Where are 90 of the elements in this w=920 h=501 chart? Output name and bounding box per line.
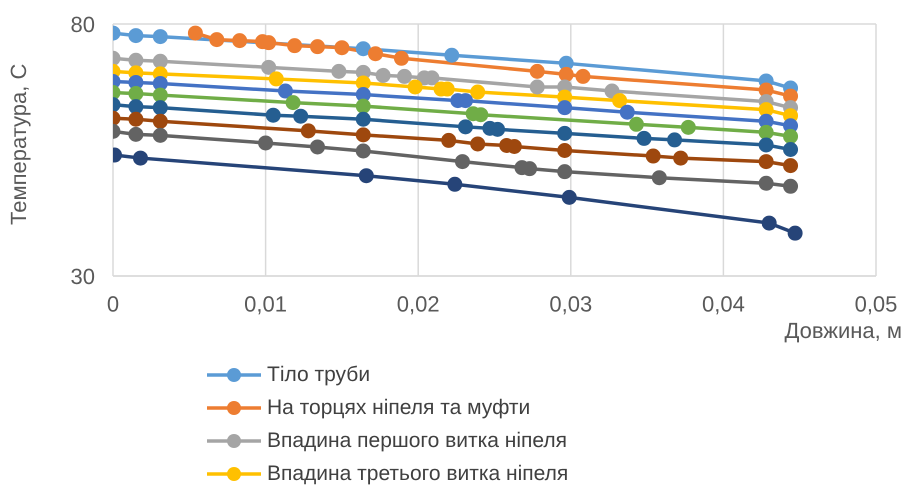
point xyxy=(128,126,144,142)
legend-label: На торцях ніпеля та муфти xyxy=(267,396,530,420)
point xyxy=(758,137,774,152)
point xyxy=(557,143,572,158)
point xyxy=(444,48,460,63)
point xyxy=(628,116,644,132)
x-axis-title: Довжина, м xyxy=(784,318,902,343)
point xyxy=(300,123,316,138)
point xyxy=(368,46,383,62)
point xyxy=(788,226,803,241)
point xyxy=(152,88,168,103)
point xyxy=(152,54,168,69)
point xyxy=(783,158,798,174)
point xyxy=(576,68,591,84)
point xyxy=(530,80,545,94)
point xyxy=(441,132,456,148)
point xyxy=(232,33,248,48)
point xyxy=(680,120,696,135)
point xyxy=(758,124,774,140)
legend-label: Впадина першого витка ніпеля xyxy=(267,428,568,452)
point xyxy=(783,178,798,194)
point xyxy=(268,71,284,86)
point xyxy=(310,39,325,54)
point xyxy=(667,132,682,148)
point xyxy=(128,28,144,44)
point xyxy=(356,144,371,159)
point xyxy=(394,50,409,66)
point xyxy=(408,80,423,94)
point xyxy=(258,135,274,150)
point xyxy=(356,127,371,142)
x-tick-label: 0 xyxy=(106,292,120,317)
point xyxy=(152,128,168,143)
x-tick-label: 0,04 xyxy=(702,292,745,317)
point xyxy=(454,154,470,170)
point xyxy=(530,64,545,79)
point xyxy=(128,52,144,68)
x-tick-label: 0,01 xyxy=(244,292,288,317)
point xyxy=(334,40,350,56)
point xyxy=(266,108,281,123)
point xyxy=(188,26,203,41)
point xyxy=(762,216,777,231)
point xyxy=(209,32,224,48)
y-tick-label: 80 xyxy=(70,12,95,37)
point xyxy=(128,86,144,102)
legend-label: Впадина третього витка ніпеля xyxy=(267,462,568,486)
point xyxy=(673,150,688,166)
point xyxy=(128,99,144,114)
point xyxy=(128,112,144,127)
point xyxy=(636,130,652,146)
point xyxy=(356,112,371,127)
point xyxy=(356,98,371,114)
point xyxy=(557,100,572,116)
point xyxy=(293,108,308,124)
legend-label: Тіло труби xyxy=(267,362,370,386)
point xyxy=(458,119,474,134)
point xyxy=(287,38,302,54)
point xyxy=(557,164,572,180)
point xyxy=(310,139,325,154)
x-tick-label: 0,05 xyxy=(854,292,898,317)
point xyxy=(558,66,574,82)
point xyxy=(447,176,462,192)
point xyxy=(646,148,661,164)
point xyxy=(152,100,168,116)
point xyxy=(278,84,293,99)
point xyxy=(331,64,346,79)
point xyxy=(652,170,667,186)
point xyxy=(783,142,798,157)
point xyxy=(261,60,276,75)
point xyxy=(612,93,628,108)
point xyxy=(783,128,798,144)
x-tick-label: 0,02 xyxy=(396,292,440,317)
point xyxy=(557,126,572,141)
point xyxy=(152,29,168,44)
point xyxy=(620,104,635,120)
point xyxy=(562,190,577,205)
x-tick-label: 0,03 xyxy=(549,292,592,317)
point xyxy=(470,84,486,100)
y-axis-title: Температура, С xyxy=(6,64,31,225)
point xyxy=(376,68,391,83)
point xyxy=(758,176,774,191)
point xyxy=(358,168,374,184)
point xyxy=(356,41,371,56)
point xyxy=(758,154,774,170)
point xyxy=(152,114,168,129)
point xyxy=(286,95,301,110)
point xyxy=(604,84,620,99)
point xyxy=(470,136,486,152)
point xyxy=(396,68,412,84)
point xyxy=(132,150,148,166)
y-tick-label: 30 xyxy=(70,264,95,289)
